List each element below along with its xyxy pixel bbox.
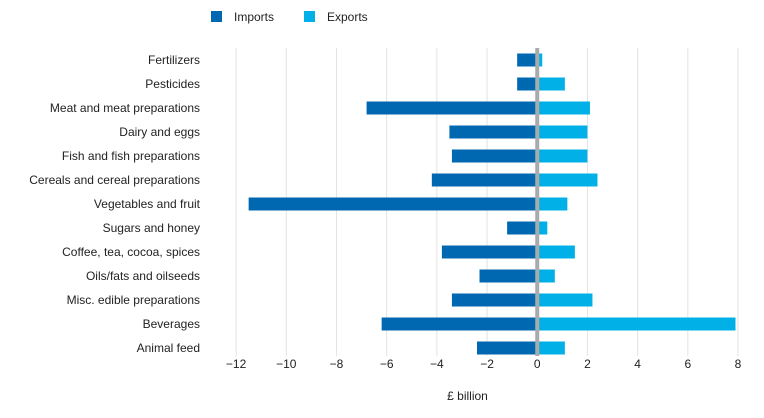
x-tick-label: 0 xyxy=(534,357,541,371)
exports-bar-13 xyxy=(537,341,565,355)
exports-bar-1 xyxy=(537,53,543,67)
category-label: Cereals and cereal preparations xyxy=(29,173,200,187)
imports-bar-7 xyxy=(248,197,538,211)
category-label: Coffee, tea, cocoa, spices xyxy=(62,245,200,259)
x-tick-label: −4 xyxy=(430,357,444,371)
category-label: Animal feed xyxy=(137,341,200,355)
imports-bar-3 xyxy=(366,101,538,115)
category-label: Meat and meat preparations xyxy=(50,101,200,115)
imports-bar-13 xyxy=(477,341,538,355)
exports-bar-6 xyxy=(537,173,598,187)
x-tick-label: 6 xyxy=(684,357,691,371)
x-tick-label: −12 xyxy=(226,357,247,371)
imports-legend-label: Imports xyxy=(234,10,274,24)
exports-bar-10 xyxy=(537,269,555,283)
imports-bar-1 xyxy=(517,53,538,67)
category-label: Misc. edible preparations xyxy=(67,293,200,307)
exports-bar-4 xyxy=(537,125,588,139)
x-tick-label: 2 xyxy=(584,357,591,371)
x-tick-label: −10 xyxy=(276,357,297,371)
x-tick-label: −6 xyxy=(380,357,394,371)
imports-bar-2 xyxy=(517,77,538,91)
exports-legend-swatch xyxy=(304,11,315,22)
imports-bar-4 xyxy=(449,125,538,139)
exports-bar-8 xyxy=(537,221,548,235)
exports-bar-5 xyxy=(537,149,588,163)
x-axis-label: £ billion xyxy=(447,389,488,403)
category-label: Pesticides xyxy=(145,77,200,91)
imports-bar-9 xyxy=(441,245,538,259)
imports-bar-12 xyxy=(381,317,538,331)
exports-bar-2 xyxy=(537,77,565,91)
x-tick-label: −8 xyxy=(330,357,344,371)
category-label: Vegetables and fruit xyxy=(94,197,201,211)
exports-legend-label: Exports xyxy=(327,10,368,24)
exports-bar-9 xyxy=(537,245,575,259)
imports-legend-swatch xyxy=(211,11,222,22)
imports-bar-8 xyxy=(507,221,538,235)
category-label: Dairy and eggs xyxy=(119,125,200,139)
category-label: Fertilizers xyxy=(148,53,200,67)
category-label: Beverages xyxy=(143,317,200,331)
category-label: Sugars and honey xyxy=(103,221,200,235)
exports-bar-12 xyxy=(537,317,736,331)
exports-bar-3 xyxy=(537,101,590,115)
x-tick-label: 8 xyxy=(735,357,742,371)
exports-bar-7 xyxy=(537,197,568,211)
x-tick-label: −2 xyxy=(480,357,494,371)
imports-bar-6 xyxy=(431,173,538,187)
imports-bar-5 xyxy=(451,149,538,163)
imports-bar-11 xyxy=(451,293,538,307)
x-tick-label: 4 xyxy=(634,357,641,371)
imports-bar-10 xyxy=(479,269,538,283)
exports-bar-11 xyxy=(537,293,593,307)
category-label: Fish and fish preparations xyxy=(62,149,200,163)
category-label: Oils/fats and oilseeds xyxy=(86,269,200,283)
